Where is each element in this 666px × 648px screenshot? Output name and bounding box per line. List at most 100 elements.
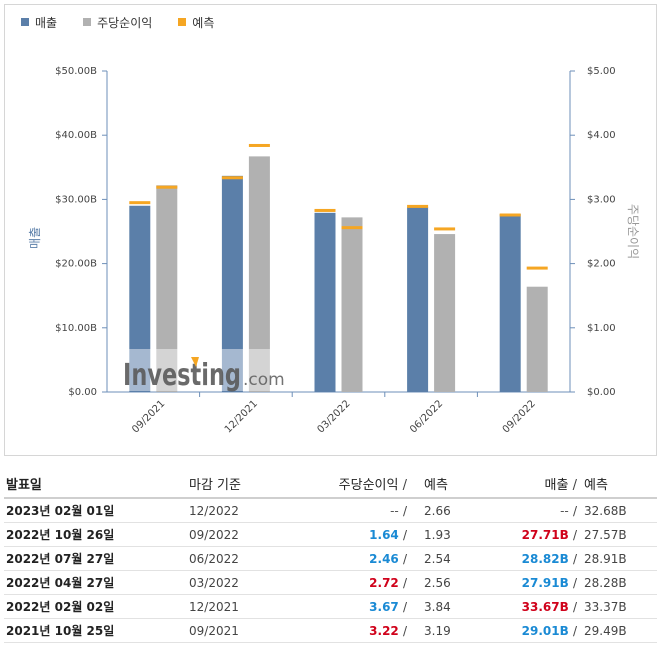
revenue-forecast-marker bbox=[407, 204, 429, 208]
row-period: 12/2022 bbox=[189, 504, 239, 518]
row-revenue: 28.82B / bbox=[522, 547, 577, 571]
row-revenue: -- / bbox=[560, 499, 577, 523]
table-row: 2023년 02월 01일 12/2022 -- / 2.66 -- / 32.68B bbox=[4, 499, 657, 523]
watermark-logo-mark bbox=[191, 357, 199, 367]
y-tick-label: $50.00B bbox=[55, 66, 97, 77]
earnings-bar-chart: $0.00 $10.00B $20.00B $30.00B $40.00B $50.00B… bbox=[28, 66, 640, 435]
row-date: 2022년 04월 27일 bbox=[6, 576, 115, 590]
row-revenue-value: 33.67B bbox=[521, 600, 569, 614]
row-eps-forecast: 3.19 bbox=[424, 624, 451, 638]
table-header-row: 발표일 마감 기준 주당순이익 / 예측 매출 / 예측 bbox=[4, 473, 657, 499]
row-revenue-forecast: 27.57B bbox=[584, 528, 627, 542]
x-tick-label: 03/2022 bbox=[315, 398, 352, 435]
row-period: 09/2021 bbox=[189, 624, 239, 638]
revenue-forecast-marker bbox=[499, 213, 521, 217]
row-eps-value: 2.72 bbox=[369, 576, 399, 590]
legend-item-forecast[interactable]: 예측 bbox=[178, 14, 214, 31]
row-date: 2023년 02월 01일 bbox=[6, 504, 115, 518]
eps-bar bbox=[248, 156, 270, 392]
watermark-brand: Investing bbox=[123, 358, 241, 393]
revenue-forecast-marker bbox=[314, 208, 336, 212]
row-revenue: 27.91B / bbox=[522, 571, 577, 595]
y2-axis-title: 주당순이익 bbox=[626, 204, 640, 259]
header-revenue-forecast[interactable]: 예측 bbox=[584, 478, 608, 493]
y2-tick-label: $1.00 bbox=[587, 323, 616, 334]
row-eps-slash: / bbox=[402, 552, 407, 566]
row-revenue-slash: / bbox=[572, 624, 577, 638]
eps-forecast-marker bbox=[248, 143, 270, 147]
row-eps-value: -- bbox=[390, 504, 399, 518]
y2-tick-label: $3.00 bbox=[587, 194, 616, 205]
row-revenue-forecast: 29.49B bbox=[584, 624, 627, 638]
row-eps: 2.46 / bbox=[369, 547, 407, 571]
eps-bar bbox=[341, 217, 363, 392]
revenue-forecast-marker bbox=[221, 176, 243, 180]
legend-swatch-forecast bbox=[178, 18, 187, 26]
row-revenue-slash: / bbox=[572, 528, 577, 542]
watermark-backdrop bbox=[123, 349, 273, 391]
header-eps-label: 주당순이익 bbox=[338, 478, 399, 493]
row-revenue-value: 29.01B bbox=[521, 624, 569, 638]
row-eps-forecast: 2.66 bbox=[424, 504, 451, 518]
x-tick-label: 12/2021 bbox=[223, 398, 260, 435]
revenue-forecast-marker bbox=[129, 201, 151, 205]
row-revenue: 27.71B / bbox=[522, 523, 577, 547]
header-revenue-label: 매출 bbox=[544, 478, 569, 493]
row-revenue-slash: / bbox=[572, 576, 577, 590]
earnings-chart-panel: 매출 주당순이익 예측 $0.00 $10.00B $20.00B $30.00B $4… bbox=[4, 4, 657, 456]
header-eps-forecast[interactable]: 예측 bbox=[424, 478, 448, 493]
y2-tick-label: $0.00 bbox=[587, 387, 616, 398]
table-row: 2022년 10월 26일 09/2022 1.64 /1.93 27.71B /27… bbox=[4, 523, 657, 547]
row-eps-slash: / bbox=[402, 600, 407, 614]
row-eps-slash: / bbox=[402, 504, 407, 518]
legend-label-forecast: 예측 bbox=[192, 15, 215, 30]
table-row: 2022년 04월 27일 03/2022 2.72 / 2.56 27.91B / 28… bbox=[4, 571, 657, 595]
row-revenue-value: -- bbox=[560, 504, 569, 518]
row-eps-forecast: 1.93 bbox=[424, 528, 451, 542]
row-revenue-forecast: 28.28B bbox=[584, 576, 627, 590]
row-period: 12/2021 bbox=[189, 600, 239, 614]
eps-forecast-marker bbox=[341, 226, 363, 230]
legend-label-eps: 주당순이익 bbox=[97, 15, 153, 30]
row-revenue-value: 27.91B bbox=[521, 576, 569, 590]
header-date[interactable]: 발표일 bbox=[6, 478, 42, 493]
header-revenue-slash: / bbox=[572, 478, 577, 493]
eps-bar bbox=[526, 286, 548, 392]
y2-tick-label: $2.00 bbox=[587, 259, 616, 270]
legend-label-revenue: 매출 bbox=[35, 15, 58, 30]
legend-item-eps[interactable]: 주당순이익 bbox=[83, 14, 152, 31]
y-tick-label: $0.00 bbox=[68, 387, 97, 398]
row-revenue-value: 28.82B bbox=[521, 552, 569, 566]
table-row: 2022년 07월 27일 06/2022 2.46 /2.54 28.82B /28… bbox=[4, 547, 657, 571]
row-eps-slash: / bbox=[402, 576, 407, 590]
row-revenue-value: 27.71B bbox=[521, 528, 569, 542]
row-eps-value: 1.64 bbox=[369, 528, 399, 542]
eps-bar bbox=[156, 185, 178, 392]
revenue-bar bbox=[221, 175, 243, 392]
row-eps: 1.64 / bbox=[369, 523, 407, 547]
legend-swatch-eps bbox=[83, 18, 92, 26]
eps-forecast-marker bbox=[434, 227, 456, 231]
row-eps: 2.72 / bbox=[369, 571, 407, 595]
row-revenue-slash: / bbox=[572, 504, 577, 518]
row-revenue-forecast: 28.91B bbox=[584, 552, 627, 566]
row-eps: 3.67 / bbox=[369, 595, 407, 619]
revenue-bar bbox=[499, 214, 521, 392]
revenue-bar bbox=[314, 212, 336, 392]
row-period: 03/2022 bbox=[189, 576, 239, 590]
row-date: 2022년 07월 27일 bbox=[6, 552, 115, 566]
earnings-table: 발표일 마감 기준 주당순이익 / 예측 매출 / 예측 2023년 02월 0… bbox=[4, 473, 657, 643]
header-eps[interactable]: 주당순이익 / bbox=[339, 473, 407, 499]
revenue-bar bbox=[407, 206, 429, 392]
row-eps: -- / bbox=[390, 499, 407, 523]
header-period[interactable]: 마감 기준 bbox=[189, 478, 241, 493]
legend-item-revenue[interactable]: 매출 bbox=[21, 14, 57, 31]
y-tick-label: $30.00B bbox=[55, 194, 97, 205]
row-date: 2022년 02월 02일 bbox=[6, 600, 115, 614]
row-revenue-forecast: 32.68B bbox=[584, 504, 627, 518]
y-tick-label: $40.00B bbox=[55, 130, 97, 141]
eps-bar bbox=[434, 234, 456, 392]
row-eps-slash: / bbox=[402, 624, 407, 638]
table-row: 2021년 10월 25일 09/2021 3.22 /3.19 29.01B /29… bbox=[4, 619, 657, 643]
header-revenue[interactable]: 매출 / bbox=[545, 473, 577, 499]
